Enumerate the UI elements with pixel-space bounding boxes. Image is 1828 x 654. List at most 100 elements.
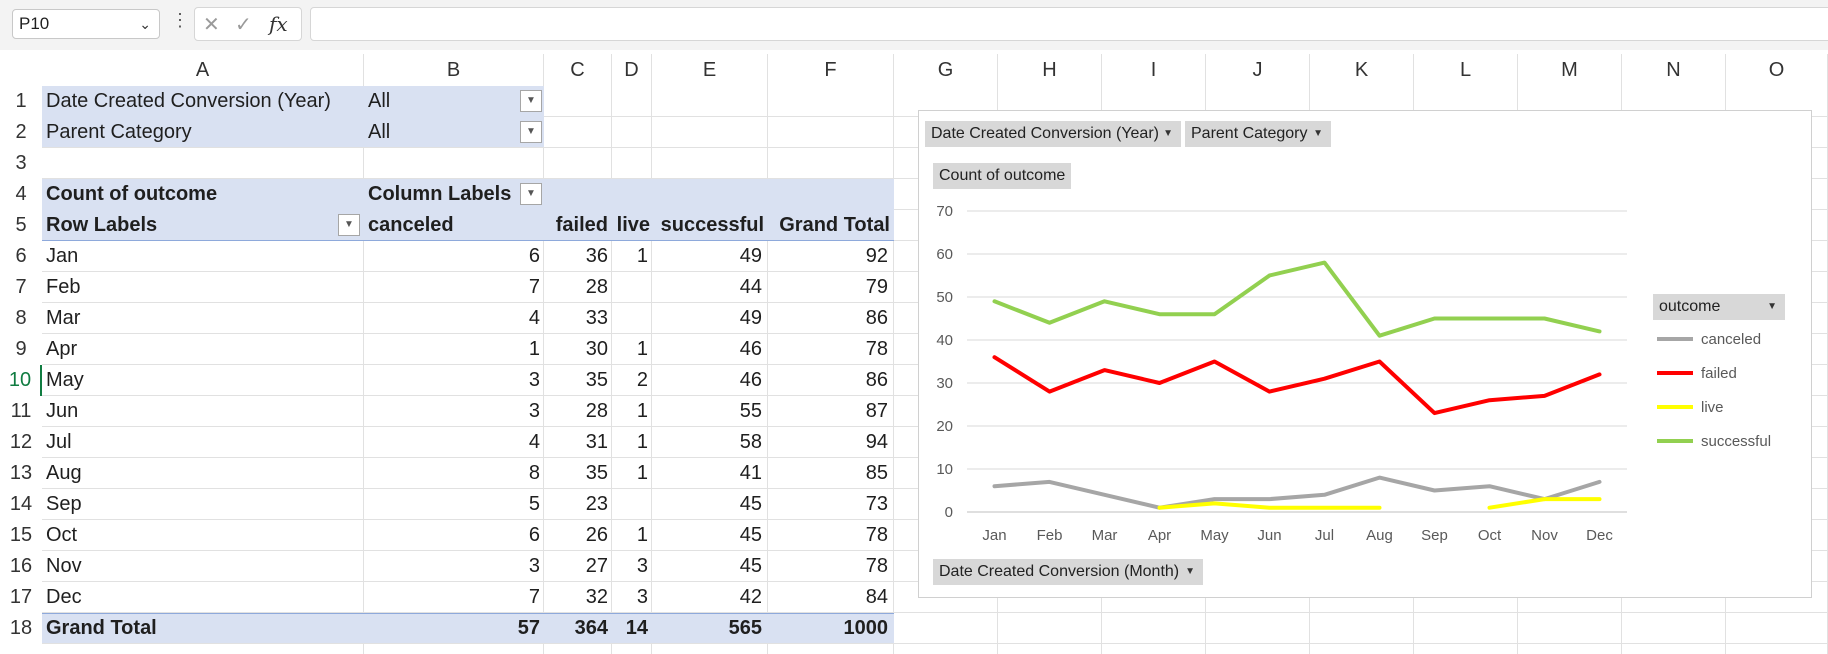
value-cell[interactable]: 3 — [636, 586, 648, 608]
enter-icon[interactable]: ✓ — [235, 14, 252, 36]
row-label[interactable]: Dec — [46, 586, 82, 608]
row-label[interactable]: Apr — [46, 338, 78, 360]
value-cell[interactable]: 55 — [739, 400, 762, 422]
legend-label-canceled[interactable]: canceled — [1701, 331, 1761, 348]
row-label[interactable]: Oct — [46, 524, 78, 546]
row-labels-dropdown-button[interactable]: ▼ — [338, 214, 360, 236]
value-cell[interactable]: 3 — [528, 369, 540, 391]
row-label[interactable]: Sep — [46, 493, 82, 515]
pivot-chart[interactable]: Date Created Conversion (Year) ▼ Parent … — [918, 110, 1812, 598]
value-cell[interactable]: 84 — [865, 586, 888, 608]
value-cell[interactable]: 46 — [739, 369, 762, 391]
value-cell[interactable]: 79 — [865, 276, 888, 298]
legend-label-live[interactable]: live — [1701, 399, 1724, 416]
value-cell[interactable]: 5 — [528, 493, 540, 515]
grand-total-cell[interactable]: 364 — [574, 617, 608, 639]
row-header-6[interactable]: 6 — [15, 245, 27, 267]
row-label[interactable]: Nov — [46, 555, 82, 577]
value-cell[interactable]: 7 — [528, 586, 540, 608]
row-header-4[interactable]: 4 — [15, 183, 27, 205]
value-field-button[interactable]: Count of outcome — [933, 163, 1071, 189]
value-cell[interactable]: 41 — [739, 462, 762, 484]
row-label[interactable]: May — [46, 369, 84, 391]
column-header-e[interactable]: E — [652, 54, 768, 86]
row-header-5[interactable]: 5 — [15, 214, 27, 236]
row-label[interactable]: Jun — [46, 400, 79, 422]
filter-value[interactable]: All — [368, 121, 391, 143]
row-header-17[interactable]: 17 — [9, 586, 33, 608]
value-cell[interactable]: 46 — [739, 338, 762, 360]
filter-dropdown-button[interactable]: ▼ — [520, 121, 542, 143]
value-cell[interactable]: 33 — [585, 307, 608, 329]
value-cell[interactable]: 6 — [528, 524, 540, 546]
column-header-n[interactable]: N — [1622, 54, 1726, 86]
column-header-k[interactable]: K — [1310, 54, 1414, 86]
value-cell[interactable]: 73 — [865, 493, 888, 515]
row-label[interactable]: Jul — [46, 431, 72, 453]
legend-label-failed[interactable]: failed — [1701, 365, 1737, 382]
value-cell[interactable]: 49 — [739, 307, 762, 329]
value-cell[interactable]: 86 — [865, 369, 888, 391]
more-options-icon[interactable]: ⋮ — [171, 10, 189, 30]
category-filter-button[interactable]: Parent Category ▼ — [1185, 121, 1331, 147]
filter-dropdown-button[interactable]: ▼ — [520, 90, 542, 112]
value-cell[interactable]: 23 — [585, 493, 608, 515]
row-header-14[interactable]: 14 — [9, 493, 33, 515]
column-labels-dropdown-button[interactable]: ▼ — [520, 183, 542, 205]
row-label[interactable]: Aug — [46, 462, 82, 484]
series-line-live[interactable] — [1487, 497, 1602, 510]
column-header-j[interactable]: J — [1206, 54, 1310, 86]
value-cell[interactable]: 7 — [528, 276, 540, 298]
row-header-11[interactable]: 11 — [10, 400, 32, 422]
column-header-b[interactable]: B — [364, 54, 544, 86]
value-cell[interactable]: 3 — [636, 555, 648, 577]
row-label[interactable]: Mar — [46, 307, 81, 329]
value-cell[interactable]: 78 — [865, 338, 888, 360]
series-line-failed[interactable] — [992, 355, 1602, 416]
series-line-successful[interactable] — [992, 260, 1602, 338]
column-header-d[interactable]: D — [612, 54, 652, 86]
cancel-icon[interactable]: ✕ — [203, 14, 220, 36]
value-cell[interactable]: 26 — [585, 524, 608, 546]
value-cell[interactable] — [612, 303, 648, 334]
column-header-m[interactable]: M — [1518, 54, 1622, 86]
value-cell[interactable]: 3 — [528, 400, 540, 422]
value-cell[interactable]: 94 — [865, 431, 888, 453]
filter-value[interactable]: All — [368, 90, 391, 112]
column-header-l[interactable]: L — [1414, 54, 1518, 86]
value-cell[interactable]: 45 — [739, 493, 762, 515]
value-cell[interactable]: 44 — [739, 276, 762, 298]
value-cell[interactable]: 1 — [528, 338, 540, 360]
value-cell[interactable]: 2 — [636, 369, 648, 391]
value-cell[interactable]: 78 — [865, 555, 888, 577]
value-cell[interactable]: 78 — [865, 524, 888, 546]
series-line-live[interactable] — [1157, 501, 1382, 510]
column-header-c[interactable]: C — [544, 54, 612, 86]
value-cell[interactable]: 1 — [636, 431, 648, 453]
value-cell[interactable]: 42 — [739, 586, 762, 608]
value-cell[interactable]: 36 — [585, 245, 608, 267]
grand-total-cell[interactable]: 565 — [728, 617, 762, 639]
row-header-10[interactable]: 10 — [0, 365, 42, 396]
value-cell[interactable]: 92 — [865, 245, 888, 267]
row-header-18[interactable]: 18 — [9, 617, 33, 639]
name-box[interactable]: P10 ⌄ — [12, 9, 160, 39]
value-cell[interactable]: 85 — [865, 462, 888, 484]
column-header-a[interactable]: A — [42, 54, 364, 86]
value-cell[interactable]: 32 — [585, 586, 608, 608]
insert-function-icon[interactable]: fx — [269, 12, 288, 36]
legend-label-successful[interactable]: successful — [1701, 433, 1771, 450]
value-cell[interactable]: 3 — [528, 555, 540, 577]
value-cell[interactable]: 1 — [636, 245, 648, 267]
value-cell[interactable]: 45 — [739, 524, 762, 546]
value-cell[interactable]: 86 — [865, 307, 888, 329]
value-cell[interactable]: 35 — [585, 369, 608, 391]
value-cell[interactable]: 4 — [528, 431, 540, 453]
grand-total-cell[interactable]: 57 — [517, 617, 540, 639]
row-header-3[interactable]: 3 — [15, 152, 27, 174]
row-label[interactable]: Jan — [46, 245, 79, 267]
value-cell[interactable]: 6 — [528, 245, 540, 267]
grand-total-cell[interactable]: 1000 — [843, 617, 889, 639]
value-cell[interactable]: 31 — [585, 431, 608, 453]
